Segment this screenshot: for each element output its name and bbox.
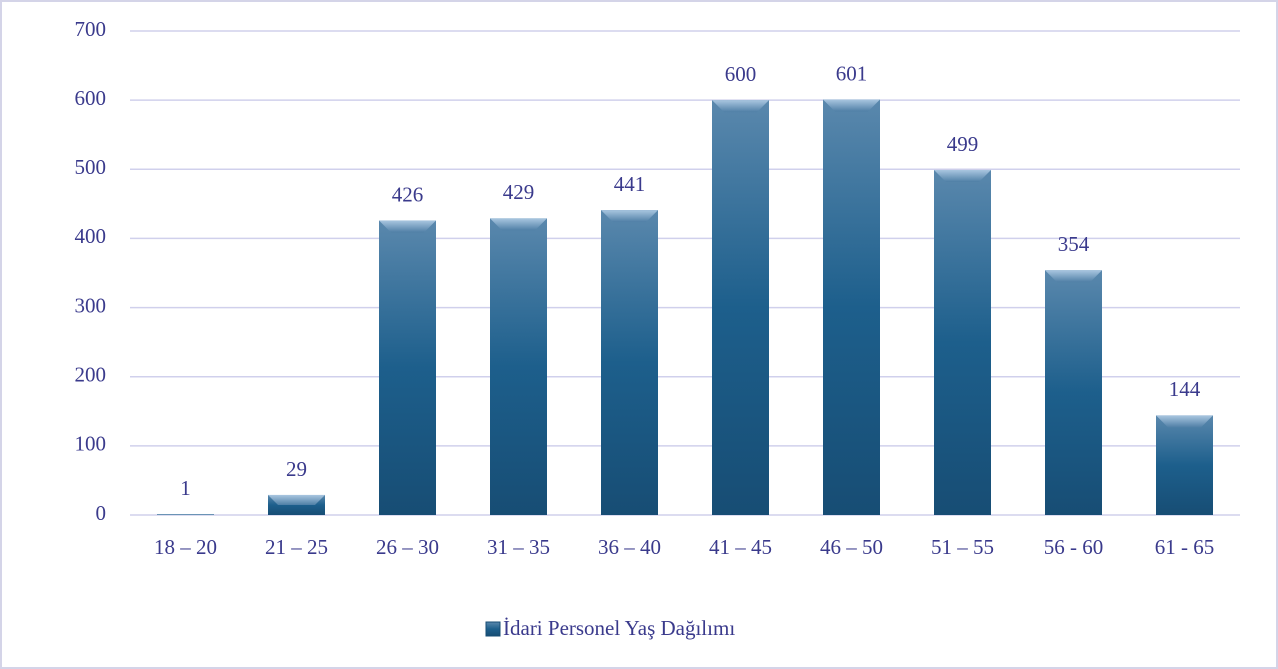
bar bbox=[268, 494, 325, 515]
data-label: 600 bbox=[725, 62, 757, 86]
bar bbox=[823, 99, 880, 516]
data-label: 354 bbox=[1058, 232, 1090, 256]
data-label: 29 bbox=[286, 457, 307, 481]
x-tick-label: 56 - 60 bbox=[1044, 535, 1104, 559]
data-label: 429 bbox=[503, 180, 535, 204]
bar bbox=[1156, 415, 1213, 515]
y-tick-label: 200 bbox=[75, 363, 107, 387]
x-tick-label: 41 – 45 bbox=[709, 535, 772, 559]
data-label: 144 bbox=[1169, 377, 1201, 401]
data-label: 441 bbox=[614, 172, 646, 196]
y-tick-label: 100 bbox=[75, 432, 107, 456]
x-tick-label: 31 – 35 bbox=[487, 535, 550, 559]
data-label: 601 bbox=[836, 61, 868, 85]
x-tick-label: 21 – 25 bbox=[265, 535, 328, 559]
bar bbox=[157, 514, 214, 515]
x-tick-label: 36 – 40 bbox=[598, 535, 661, 559]
y-tick-label: 300 bbox=[75, 293, 107, 317]
bar bbox=[1045, 270, 1102, 515]
y-tick-label: 400 bbox=[75, 224, 107, 248]
bar bbox=[379, 220, 436, 516]
bar bbox=[601, 210, 658, 515]
x-tick-label: 26 – 30 bbox=[376, 535, 439, 559]
y-tick-label: 500 bbox=[75, 155, 107, 179]
y-tick-label: 700 bbox=[75, 17, 107, 41]
bar bbox=[490, 218, 547, 515]
y-tick-label: 600 bbox=[75, 86, 107, 110]
y-tick-label: 0 bbox=[96, 501, 107, 525]
x-tick-label: 46 – 50 bbox=[820, 535, 883, 559]
legend-label: İdari Personel Yaş Dağılımı bbox=[503, 616, 735, 640]
x-tick-label: 51 – 55 bbox=[931, 535, 994, 559]
legend-swatch bbox=[485, 621, 501, 637]
data-label: 426 bbox=[392, 182, 424, 206]
data-label: 1 bbox=[180, 476, 191, 500]
bar bbox=[712, 100, 769, 516]
data-label: 499 bbox=[947, 132, 979, 156]
bar bbox=[934, 169, 991, 515]
x-tick-label: 18 – 20 bbox=[154, 535, 217, 559]
x-tick-label: 61 - 65 bbox=[1155, 535, 1215, 559]
